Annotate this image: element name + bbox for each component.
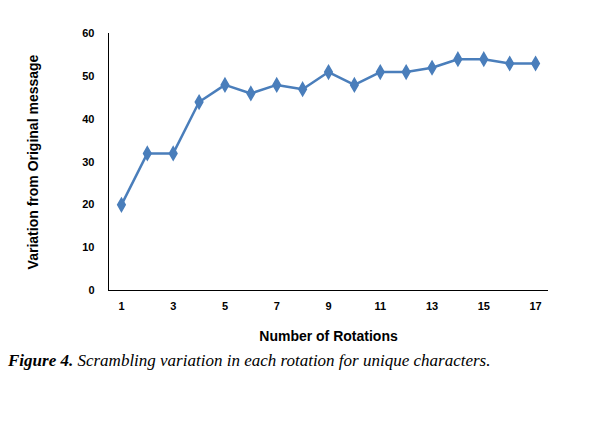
svg-text:30: 30 [82, 156, 94, 168]
svg-text:9: 9 [325, 300, 331, 312]
html-text:Figure 4. Scrambling variation: Figure 4. Scrambling variation in each r… [8, 351, 491, 370]
svg-text:13: 13 [426, 300, 438, 312]
svg-text:0: 0 [88, 284, 94, 296]
svg-text:3: 3 [170, 300, 176, 312]
svg-text:20: 20 [82, 198, 94, 210]
svg-text:15: 15 [478, 300, 490, 312]
svg-text:60: 60 [82, 27, 94, 39]
svg-text:5: 5 [222, 300, 228, 312]
svg-text:50: 50 [82, 70, 94, 82]
svg-text:40: 40 [82, 113, 94, 125]
svg-text:17: 17 [529, 300, 541, 312]
svg-text:1: 1 [118, 300, 124, 312]
svg-text:10: 10 [82, 241, 94, 253]
svg-text:Number of Rotations: Number of Rotations [259, 328, 398, 344]
svg-text:11: 11 [374, 300, 386, 312]
svg-text:Variation from Original messag: Variation from Original message [25, 54, 41, 269]
svg-text:7: 7 [274, 300, 280, 312]
